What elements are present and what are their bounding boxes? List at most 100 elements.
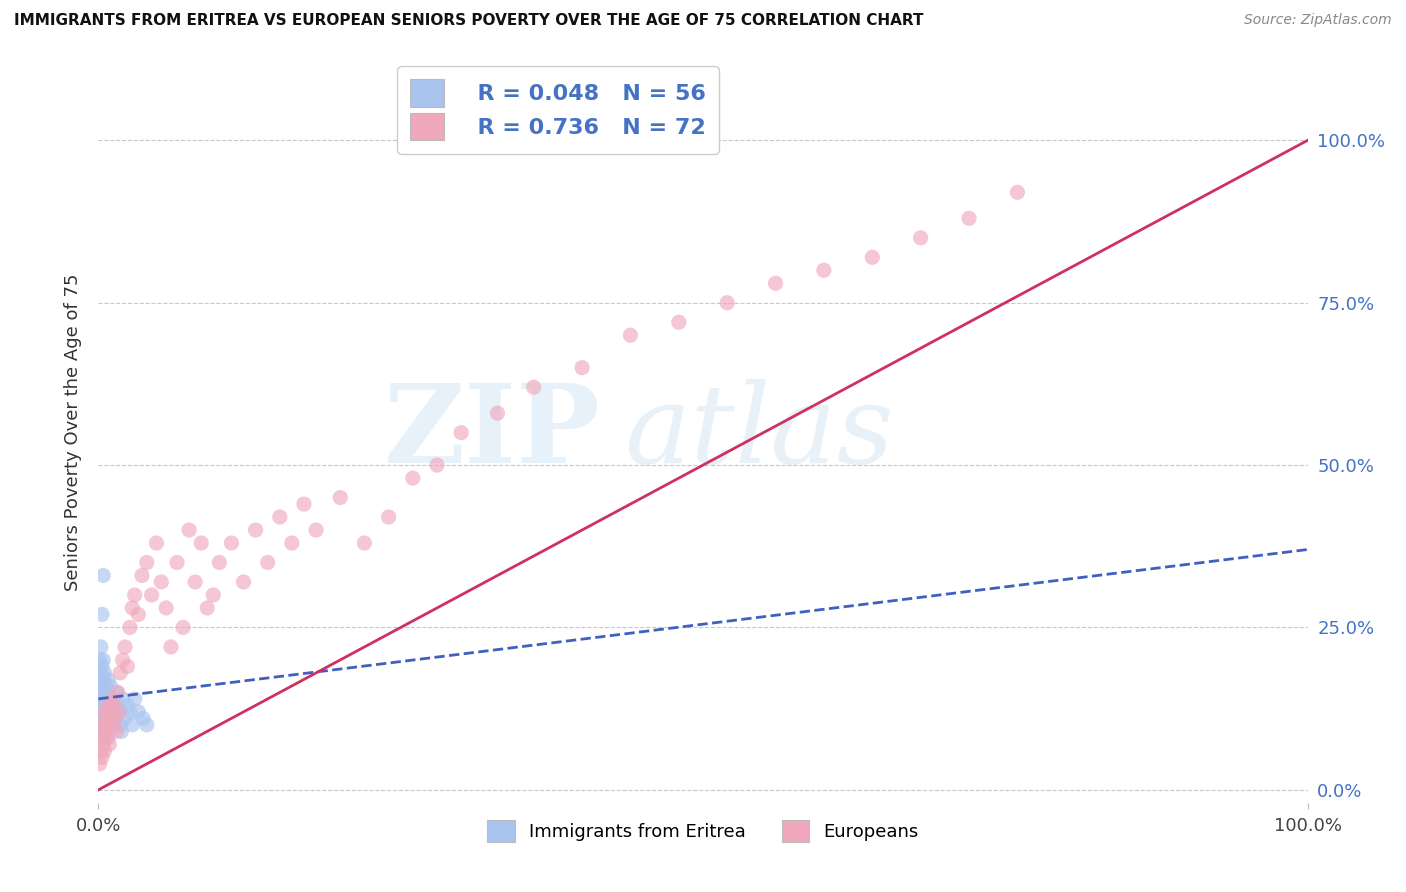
Point (90, 698, 112, 713)
Point (91, 731, 114, 745)
Point (141, 588, 163, 602)
Point (765, 277, 787, 291)
Point (121, 601, 143, 615)
Point (94, 679, 117, 693)
Point (96, 711, 118, 725)
Point (353, 536, 375, 550)
Legend: Immigrants from Eritrea, Europeans: Immigrants from Eritrea, Europeans (481, 813, 925, 849)
Point (89, 756, 111, 771)
Point (108, 705, 131, 719)
Point (957, 211, 980, 226)
Point (96, 698, 118, 713)
Point (105, 724, 128, 739)
Point (96, 718, 118, 732)
Point (93, 744, 115, 758)
Point (377, 510, 399, 524)
Point (91, 737, 114, 751)
Point (91, 750, 114, 764)
Text: Source: ZipAtlas.com: Source: ZipAtlas.com (1244, 13, 1392, 28)
Point (111, 692, 134, 706)
Point (131, 568, 153, 582)
Point (107, 698, 129, 713)
Point (1007, 186, 1029, 200)
Point (571, 360, 593, 375)
Point (121, 718, 143, 732)
Point (486, 406, 509, 420)
Point (97, 673, 120, 687)
Point (114, 640, 136, 654)
Point (101, 698, 124, 713)
Point (108, 705, 131, 719)
Point (221, 536, 243, 550)
Point (190, 536, 212, 550)
Point (89, 653, 111, 667)
Point (155, 601, 177, 615)
Point (118, 620, 141, 634)
Point (202, 588, 225, 602)
Point (668, 315, 690, 329)
Y-axis label: Seniors Poverty Over the Age of 75: Seniors Poverty Over the Age of 75 (65, 274, 83, 591)
Point (245, 523, 267, 537)
Point (94, 718, 117, 732)
Point (232, 574, 254, 589)
Point (98, 737, 121, 751)
Point (110, 724, 132, 739)
Point (93, 711, 115, 725)
Point (117, 698, 139, 713)
Point (94, 692, 117, 706)
Point (91, 698, 114, 713)
Point (100, 718, 122, 732)
Point (90, 640, 112, 654)
Text: IMMIGRANTS FROM ERITREA VS EUROPEAN SENIORS POVERTY OVER THE AGE OF 75 CORRELATI: IMMIGRANTS FROM ERITREA VS EUROPEAN SENI… (14, 13, 924, 29)
Point (292, 497, 315, 511)
Point (135, 718, 157, 732)
Point (98, 692, 121, 706)
Point (100, 705, 122, 719)
Point (104, 711, 127, 725)
Point (150, 574, 173, 589)
Point (100, 692, 122, 706)
Point (127, 607, 149, 622)
Point (135, 556, 157, 570)
Text: ZIP: ZIP (384, 379, 600, 486)
Point (97, 698, 120, 713)
Point (93, 724, 115, 739)
Point (91, 679, 114, 693)
Point (103, 698, 125, 713)
Point (91, 659, 114, 673)
Point (910, 231, 932, 245)
Point (105, 685, 128, 699)
Point (108, 665, 131, 680)
Point (127, 705, 149, 719)
Point (619, 328, 641, 343)
Point (117, 659, 139, 673)
Point (89, 705, 111, 719)
Point (208, 556, 231, 570)
Point (91, 731, 114, 745)
Point (179, 523, 201, 537)
Point (97, 724, 120, 739)
Point (269, 510, 291, 524)
Point (100, 692, 122, 706)
Point (402, 471, 425, 485)
Point (90, 665, 112, 680)
Point (716, 295, 738, 310)
Point (166, 556, 188, 570)
Point (114, 711, 136, 725)
Point (93, 665, 115, 680)
Point (98, 711, 121, 725)
Point (91, 705, 114, 719)
Point (426, 458, 449, 472)
Point (93, 705, 115, 719)
Point (91, 653, 114, 667)
Point (91, 718, 114, 732)
Point (172, 620, 194, 634)
Point (523, 380, 546, 394)
Point (91, 568, 114, 582)
Point (103, 705, 125, 719)
Point (813, 263, 835, 277)
Point (145, 536, 167, 550)
Point (132, 711, 155, 725)
Point (118, 705, 141, 719)
Point (91, 607, 114, 622)
